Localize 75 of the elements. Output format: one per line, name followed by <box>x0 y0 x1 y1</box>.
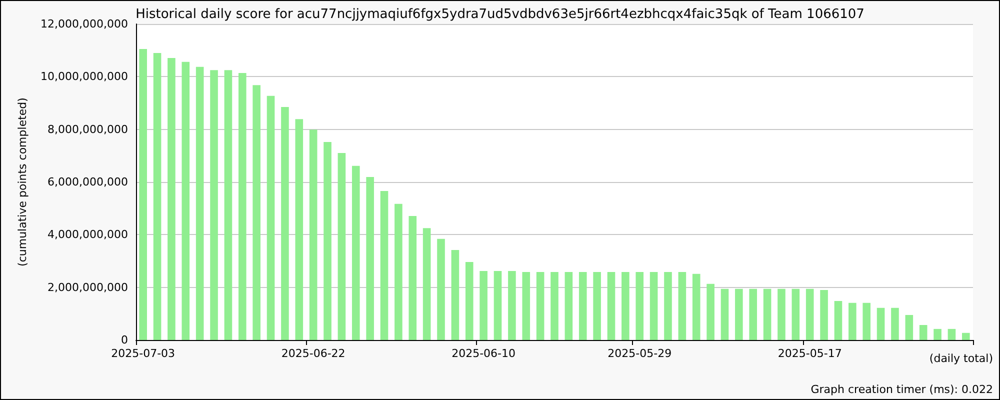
bar <box>564 272 573 340</box>
bar <box>153 52 162 340</box>
bar <box>281 106 289 340</box>
bar <box>182 62 190 340</box>
bar <box>962 332 970 340</box>
x-tick-label: 2025-07-03 <box>111 347 176 360</box>
bar <box>622 272 630 340</box>
bar <box>408 216 417 340</box>
x-axis-title: (daily total) <box>929 352 993 365</box>
bar <box>578 272 587 340</box>
bar <box>168 58 176 340</box>
y-tick-label: 4,000,000,000 <box>48 228 128 242</box>
x-tick-label: 2025-06-10 <box>452 347 516 360</box>
bar <box>266 96 275 340</box>
bar <box>876 308 885 340</box>
bar <box>324 142 332 340</box>
bar <box>536 272 544 340</box>
bar <box>309 130 318 340</box>
bar <box>848 302 856 340</box>
bar <box>380 190 388 340</box>
bar <box>735 288 743 340</box>
bar <box>593 272 601 340</box>
bar <box>550 272 558 340</box>
bar <box>706 284 714 340</box>
bar <box>678 272 686 340</box>
bar <box>834 301 842 340</box>
bar <box>508 271 516 340</box>
bar <box>891 308 899 340</box>
y-axis-title: (cumulative points completed) <box>16 98 29 266</box>
bar <box>422 228 431 340</box>
bar <box>763 288 772 340</box>
bar <box>919 324 928 340</box>
bar <box>692 274 700 340</box>
bar <box>366 176 374 340</box>
bar <box>139 49 147 340</box>
bar <box>224 70 232 340</box>
bar <box>238 72 246 340</box>
bar <box>778 288 786 340</box>
text: Graph creation timer (ms): 0.022 <box>810 383 994 396</box>
y-tick-label: 10,000,000,000 <box>40 70 128 84</box>
bar <box>650 272 658 340</box>
bar <box>394 204 402 340</box>
bar <box>806 288 814 340</box>
bar <box>338 153 346 340</box>
y-tick-label: 2,000,000,000 <box>48 280 128 294</box>
x-tick-label: 2025-05-17 <box>778 347 842 360</box>
bar <box>820 290 828 340</box>
bar <box>352 166 360 340</box>
bar <box>295 119 304 340</box>
y-tick-label: 12,000,000,000 <box>40 18 128 30</box>
y-tick-label: 6,000,000,000 <box>48 176 128 188</box>
bar <box>948 328 956 340</box>
bar <box>862 302 871 340</box>
bar <box>480 271 488 340</box>
bar <box>196 66 204 340</box>
bar <box>465 262 474 340</box>
bar <box>792 288 800 340</box>
bar <box>437 238 445 340</box>
bar <box>522 272 530 340</box>
chart-title: Historical daily score for acu77ncjjymaqiuf6fgx5ydra7ud5vdbdv63e5jr66rt4ezbhcqx4faic35qk of Team 1066107 <box>136 7 864 22</box>
bar <box>934 328 942 340</box>
bar <box>451 250 460 340</box>
bar <box>749 288 758 340</box>
x-tick-label: 2025-05-29 <box>608 347 672 360</box>
bar <box>905 314 914 340</box>
y-tick-label: 0 <box>121 334 128 346</box>
bar <box>252 85 260 340</box>
y-tick-label: 8,000,000,000 <box>48 122 128 136</box>
x-tick-label: 2025-06-22 <box>281 347 346 360</box>
bar <box>494 271 502 340</box>
bar <box>664 272 672 340</box>
bar <box>636 272 644 340</box>
bar <box>607 272 616 340</box>
bar <box>210 70 218 340</box>
bar <box>720 288 729 340</box>
